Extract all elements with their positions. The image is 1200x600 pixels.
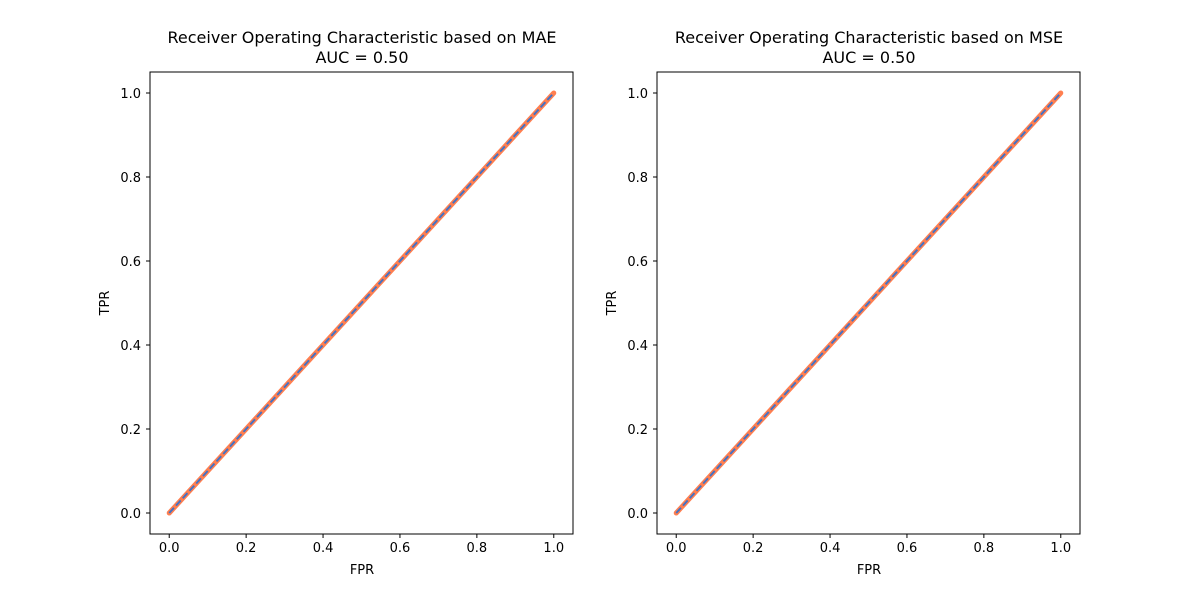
chart-mae-y-tick-label: 0.2: [120, 423, 141, 438]
chart-mae-y-tick-label: 0.8: [120, 171, 141, 186]
chart-mse-y-tick-label: 1.0: [627, 87, 648, 102]
chart-mse-x-label: FPR: [857, 563, 881, 578]
chart-mae-y-ticks: 0.0 0.2 0.4 0.6 0.8 1.0: [120, 87, 150, 522]
chart-mse-y-tick-label: 0.4: [627, 339, 648, 354]
chart-mse-subtitle: AUC = 0.50: [822, 48, 915, 67]
chart-mse-x-tick-label: 0.6: [897, 541, 918, 556]
chart-mae-y-tick-label: 1.0: [120, 87, 141, 102]
chart-mse-lines: [673, 90, 1064, 516]
chart-mse-y-label: TPR: [605, 291, 620, 317]
chart-mse: Receiver Operating Characteristic based …: [605, 28, 1081, 578]
chart-mae-title: Receiver Operating Characteristic based …: [167, 28, 556, 47]
chart-mae-x-tick-label: 0.2: [236, 541, 257, 556]
chart-mae-lines: [166, 90, 557, 516]
chart-mae-x-tick-label: 0.8: [467, 541, 488, 556]
chart-mae-x-ticks: 0.0 0.2 0.4 0.6 0.8 1.0: [159, 534, 564, 556]
chart-mae-subtitle: AUC = 0.50: [315, 48, 408, 67]
chart-mae: Receiver Operating Characteristic based …: [98, 28, 574, 578]
chart-mse-x-tick-label: 0.4: [820, 541, 841, 556]
chart-mse-y-tick-label: 0.2: [627, 423, 648, 438]
chart-mae-x-tick-label: 0.0: [159, 541, 180, 556]
chart-mae-x-tick-label: 0.4: [313, 541, 334, 556]
chart-mse-x-tick-label: 1.0: [1050, 541, 1071, 556]
chart-mae-y-tick-label: 0.4: [120, 339, 141, 354]
chart-mse-x-tick-label: 0.8: [974, 541, 995, 556]
chart-mae-x-label: FPR: [350, 563, 374, 578]
chart-mse-y-ticks: 0.0 0.2 0.4 0.6 0.8 1.0: [627, 87, 657, 522]
chart-mse-x-ticks: 0.0 0.2 0.4 0.6 0.8 1.0: [666, 534, 1071, 556]
chart-mse-chance-diagonal-line: [675, 92, 1062, 514]
chart-mse-x-tick-label: 0.2: [743, 541, 764, 556]
chart-mae-y-label: TPR: [98, 291, 113, 317]
chart-mse-x-tick-label: 0.0: [666, 541, 687, 556]
chart-mse-title: Receiver Operating Characteristic based …: [675, 28, 1063, 47]
chart-mae-y-tick-label: 0.6: [120, 255, 141, 270]
chart-mae-chance-diagonal-line: [168, 92, 555, 514]
chart-mae-y-tick-label: 0.0: [120, 507, 141, 522]
chart-mse-y-tick-label: 0.8: [627, 171, 648, 186]
chart-mse-y-tick-label: 0.0: [627, 507, 648, 522]
chart-mse-y-tick-label: 0.6: [627, 255, 648, 270]
chart-mae-x-tick-label: 0.6: [390, 541, 411, 556]
chart-mae-x-tick-label: 1.0: [543, 541, 564, 556]
